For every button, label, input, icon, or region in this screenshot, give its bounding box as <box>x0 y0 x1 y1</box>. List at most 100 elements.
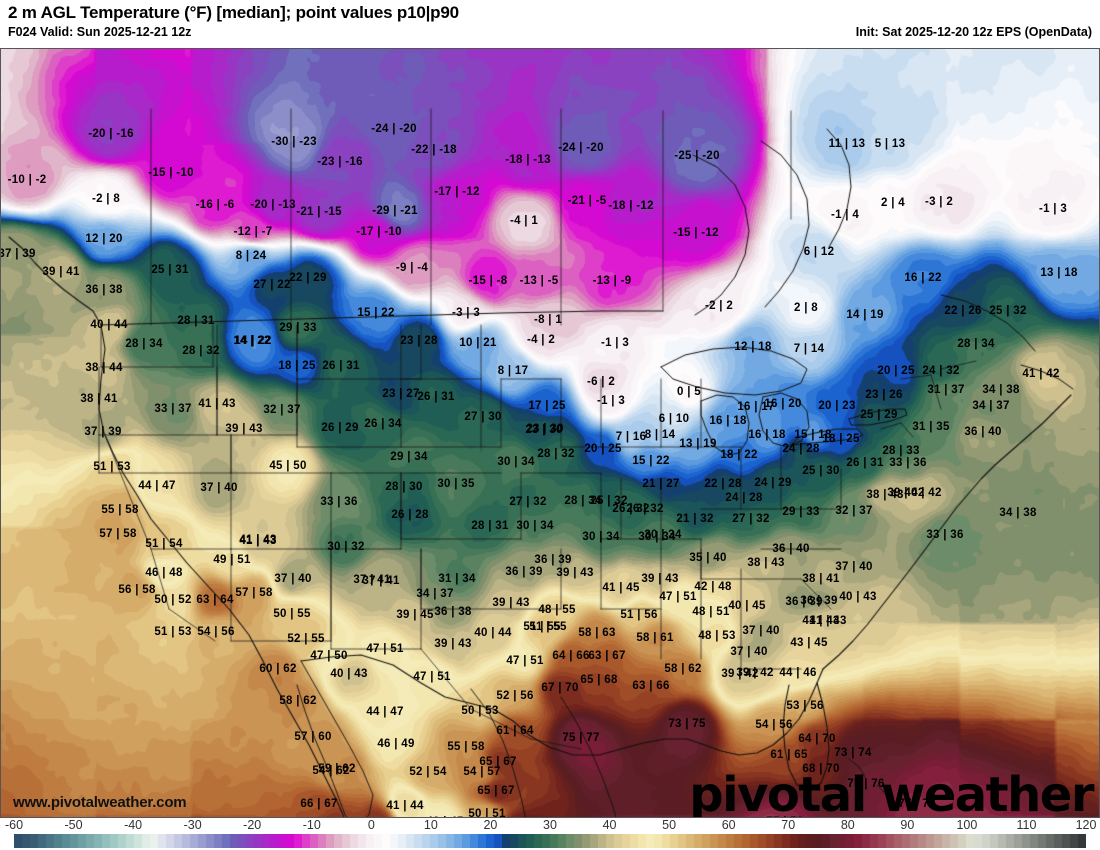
colorbar-tick: -10 <box>302 818 321 832</box>
point-value-label: 12 | 20 <box>85 233 123 245</box>
point-value-label: 56 | 58 <box>118 584 156 596</box>
colorbar-swatch <box>278 834 286 848</box>
point-value-label: 37 | 41 <box>362 575 400 587</box>
colorbar-swatch <box>854 834 862 848</box>
point-value-label: 16 | 18 <box>748 429 786 441</box>
colorbar-swatch <box>670 834 678 848</box>
valid-time-label: F024 Valid: Sun 2025-12-21 12z <box>8 25 192 39</box>
colorbar-tick: 100 <box>956 818 978 832</box>
point-value-label: 37 | 40 <box>274 573 312 585</box>
point-value-label: 26 | 31 <box>417 391 455 403</box>
point-value-label: 28 | 34 <box>564 495 602 507</box>
colorbar-swatch <box>254 834 262 848</box>
colorbar-swatch <box>406 834 414 848</box>
point-value-label: 39 | 42 <box>887 487 925 499</box>
colorbar-swatch <box>214 834 222 848</box>
colorbar-swatch <box>654 834 662 848</box>
point-value-label: 25 | 32 <box>989 305 1027 317</box>
colorbar-swatch <box>742 834 750 848</box>
colorbar-swatch <box>390 834 398 848</box>
colorbar-swatch <box>366 834 374 848</box>
colorbar-swatch <box>270 834 278 848</box>
point-value-label: 44 | 47 <box>138 480 176 492</box>
point-value-label: 46 | 48 <box>145 567 183 579</box>
point-value-label: 77 | 79 <box>898 798 936 810</box>
colorbar-swatch <box>1078 834 1086 848</box>
point-value-label: 46 | 49 <box>377 738 415 750</box>
point-value-label: 36 | 39 <box>534 554 572 566</box>
colorbar-swatch <box>590 834 598 848</box>
colorbar-swatch <box>54 834 62 848</box>
point-value-label: 39 | 43 <box>225 423 263 435</box>
temperature-field-canvas <box>1 49 1099 817</box>
point-value-label: 75 | 76 <box>847 778 885 790</box>
point-value-label: 73 | 74 <box>834 747 872 759</box>
point-value-label: 30 | 34 <box>638 531 676 543</box>
point-value-label: 26 | 34 <box>364 418 402 430</box>
point-value-label: 39 | 43 <box>556 567 594 579</box>
point-value-label: 36 | 39 <box>785 596 823 608</box>
point-value-label: 43 | 45 <box>790 637 828 649</box>
point-value-label: -24 | -20 <box>558 142 604 154</box>
colorbar-swatch <box>230 834 238 848</box>
point-value-label: -1 | 3 <box>1038 203 1068 215</box>
colorbar-swatch <box>1006 834 1014 848</box>
colorbar-swatch <box>102 834 110 848</box>
point-value-label: -25 | -20 <box>674 150 720 162</box>
point-value-label: 40 | 45 <box>728 600 766 612</box>
point-value-label: 28 | 31 <box>471 520 509 532</box>
colorbar-swatch <box>150 834 158 848</box>
colorbar-gradient <box>14 834 1086 848</box>
map-viewport[interactable]: -20 | -16 -10 | -2 -2 | 8 12 | 20 37 | 39 39 … <box>0 48 1100 818</box>
point-value-label: 58 | 61 <box>636 632 674 644</box>
point-value-label: 39 | 42 <box>736 667 774 679</box>
colorbar-swatch <box>806 834 814 848</box>
colorbar-swatch <box>1014 834 1022 848</box>
colorbar-swatch <box>238 834 246 848</box>
point-value-label: 57 | 60 <box>294 731 332 743</box>
point-value-label: 39 | 45 <box>396 609 434 621</box>
point-value-label: 27 | 32 <box>732 513 770 525</box>
point-value-label: 24 | 32 <box>922 365 960 377</box>
point-value-label: 47 | 51 <box>366 643 404 655</box>
colorbar-swatch <box>870 834 878 848</box>
colorbar-swatch <box>494 834 502 848</box>
point-value-label: 0 | 5 <box>677 386 701 398</box>
point-value-label: -12 | -7 <box>233 226 273 238</box>
point-value-label: 13 | 18 <box>1040 267 1078 279</box>
colorbar-swatch <box>438 834 446 848</box>
point-value-label: 36 | 39 <box>800 595 838 607</box>
point-value-label: 63 | 66 <box>632 680 670 692</box>
point-value-label: 30 | 34 <box>516 520 554 532</box>
point-value-label: 21 | 32 <box>676 513 714 525</box>
colorbar-swatch <box>158 834 166 848</box>
point-value-label: 54 | 56 <box>755 719 793 731</box>
colorbar-swatch <box>934 834 942 848</box>
point-value-label: -22 | -18 <box>411 144 457 156</box>
point-value-label: 39 | 43 <box>434 638 472 650</box>
point-value-label: 30 | 34 <box>644 529 682 541</box>
point-value-label: 15 | 18 <box>794 429 832 441</box>
point-value-label: 52 | 56 <box>496 690 534 702</box>
point-value-label: 34 | 38 <box>982 384 1020 396</box>
point-value-label: 34 | 37 <box>972 400 1010 412</box>
point-value-label: -18 | -13 <box>505 154 551 166</box>
colorbar-swatch <box>518 834 526 848</box>
point-value-label: 32 | 37 <box>835 505 873 517</box>
colorbar-swatch <box>510 834 518 848</box>
point-value-label: 50 | 51 <box>468 808 506 818</box>
point-value-label: 55 | 58 <box>101 504 139 516</box>
colorbar-swatch <box>942 834 950 848</box>
point-value-label: 48 | 51 <box>692 606 730 618</box>
point-value-label: 52 | 54 <box>409 766 447 778</box>
point-value-label: -4 | 1 <box>509 215 539 227</box>
point-value-label: 61 | 64 <box>496 725 534 737</box>
colorbar-swatch <box>174 834 182 848</box>
point-value-label: -30 | -23 <box>271 136 317 148</box>
point-value-label: 37 | 40 <box>200 482 238 494</box>
point-value-label: 41 | 43 <box>809 615 847 627</box>
point-value-label: 36 | 40 <box>964 426 1002 438</box>
point-value-label: 22 | 29 <box>289 272 327 284</box>
colorbar-swatch <box>822 834 830 848</box>
